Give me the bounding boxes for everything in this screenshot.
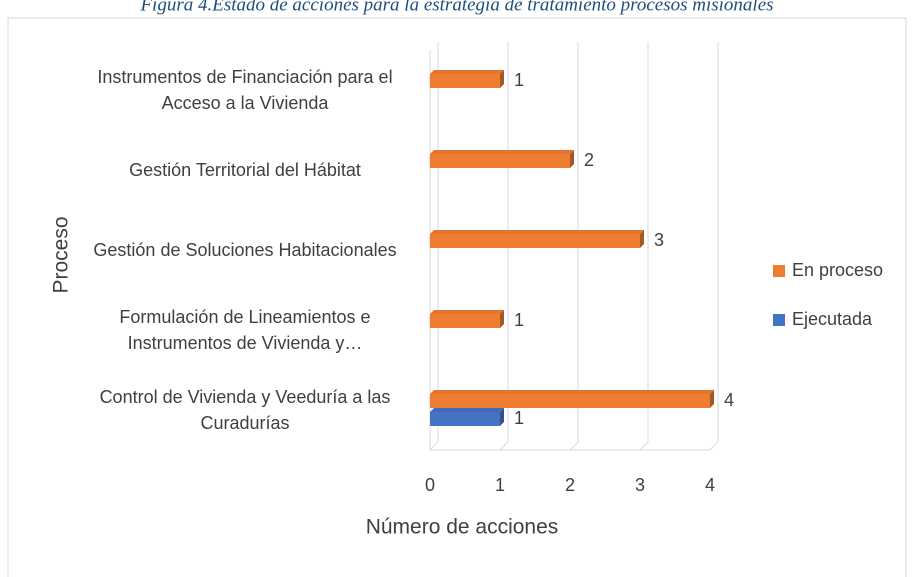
chart-border [7, 17, 907, 577]
legend-swatch [773, 314, 785, 326]
legend-label: En proceso [792, 260, 883, 280]
x-tick-label: 4 [705, 475, 715, 495]
bar-top [430, 230, 644, 234]
data-label: 4 [724, 390, 734, 410]
grid-line [709, 441, 719, 451]
data-label: 1 [514, 70, 524, 90]
x-tick-label: 2 [565, 475, 575, 495]
bar-side [500, 408, 504, 426]
x-tick-label: 3 [635, 475, 645, 495]
bar-side [500, 310, 504, 328]
data-label: 2 [584, 150, 594, 170]
bar-top [430, 310, 504, 314]
x-tick-label: 0 [425, 475, 435, 495]
legend-swatch [773, 265, 785, 277]
chart-title: Figura 4.Estado de acciones para la estr… [139, 0, 773, 15]
data-label: 1 [514, 310, 524, 330]
grid-line [639, 441, 649, 451]
bar-side [500, 70, 504, 88]
bar-top [430, 390, 714, 394]
y-axis-label: Proceso [50, 216, 73, 293]
y-tick-label: Control de Vivienda y Veeduría a las Cur… [99, 387, 391, 433]
x-axis-label: Número de acciones [366, 516, 559, 539]
bar [430, 394, 710, 408]
data-label: 1 [514, 408, 524, 428]
y-tick-label: Gestión de Soluciones Habitacionales [93, 240, 397, 260]
y-tick-label: Formulación de Lineamientos e Instrument… [119, 307, 371, 353]
grid-line [569, 441, 579, 451]
bar-top [430, 408, 504, 412]
bar-top [430, 150, 574, 154]
bar [430, 74, 500, 88]
grid-line [499, 441, 509, 451]
data-label: 3 [654, 230, 664, 250]
bar-side [570, 150, 574, 168]
y-tick-label: Gestión Territorial del Hábitat [129, 160, 361, 180]
bar-top [430, 70, 504, 74]
bar [430, 314, 500, 328]
legend-label: Ejecutada [792, 309, 873, 329]
bar [430, 234, 640, 248]
grid-line [429, 441, 439, 451]
bar [430, 412, 500, 426]
bar [430, 154, 570, 168]
y-tick-label: Instrumentos de Financiación para el Acc… [97, 67, 393, 113]
bar-side [710, 390, 714, 408]
bar-side [640, 230, 644, 248]
x-tick-label: 1 [495, 475, 505, 495]
